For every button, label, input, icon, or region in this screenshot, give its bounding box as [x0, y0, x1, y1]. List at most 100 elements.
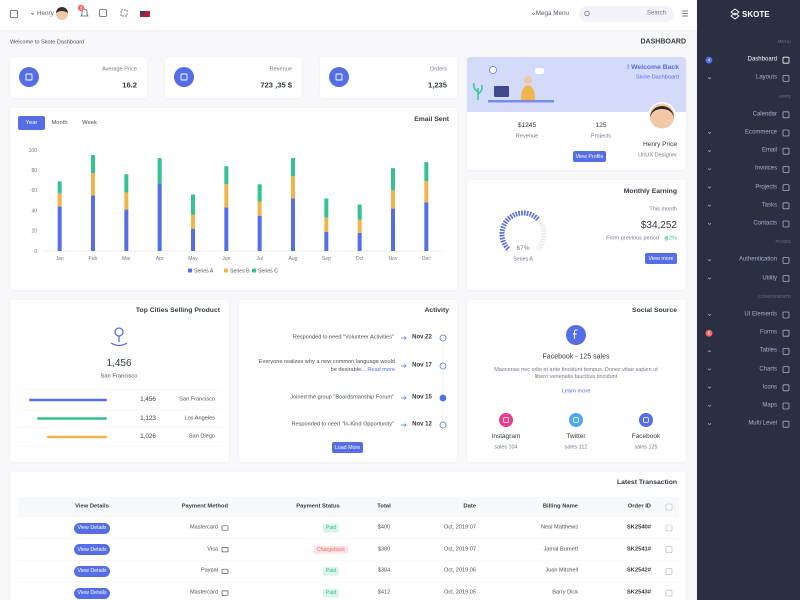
x-tick-label: Apr [156, 256, 164, 262]
sidebar-item[interactable]: Invoices [754, 165, 777, 172]
stat-icon [174, 67, 194, 87]
x-tick-label: Jul [256, 256, 262, 262]
activity-text: Responded to need "Volunteer Activities" [292, 334, 394, 341]
bar-segment [391, 190, 395, 209]
sidebar-item[interactable]: Icons [762, 384, 777, 391]
order-id: SK2542# [626, 567, 651, 574]
illustration-bubble [535, 68, 544, 74]
table-header: Payment Method [181, 503, 228, 510]
activity-text: Joined the group "Boardsmanship Forum" [290, 394, 394, 401]
table-header: View Details [75, 503, 109, 510]
read-more-link[interactable]: Read more [367, 367, 395, 374]
table-header: Date [463, 503, 476, 510]
sidebar-item[interactable]: Maps [762, 402, 777, 409]
sidebar-icon [782, 202, 790, 210]
pin-icon [114, 327, 124, 337]
x-tick-label: May [188, 256, 198, 262]
card-title: Social Source [632, 306, 677, 314]
sidebar-item[interactable]: Authentication [738, 256, 777, 263]
billing-name: Neal Matthews [541, 524, 578, 531]
welcome-subtitle: Skote Dashboard [635, 74, 679, 81]
sidebar-item[interactable]: UI Elements [744, 311, 777, 318]
billing-name: Barry Dick [552, 589, 578, 596]
sidebar-item[interactable]: Charts [759, 365, 777, 372]
bar-segment [191, 194, 195, 215]
view-details-button[interactable]: View Details [74, 544, 110, 556]
card-title: Top Cities Selling Product [135, 306, 220, 314]
bar-segment [224, 184, 229, 208]
sidebar-item[interactable]: Tables [759, 347, 777, 354]
bar-segment [91, 173, 95, 196]
sidebar-item[interactable]: Projects [755, 183, 777, 190]
sidebar-icon [782, 420, 790, 428]
order-id: SK2541# [626, 546, 651, 553]
fullscreen-icon [99, 9, 107, 17]
search-box[interactable] [579, 6, 674, 22]
sidebar-icon [782, 165, 790, 173]
earning-amount: $34,252 [640, 219, 677, 231]
sidebar-item[interactable]: Layouts [755, 74, 777, 81]
notification-badge [77, 4, 85, 12]
view-profile-button[interactable]: View Profile [573, 151, 606, 162]
view-details-button[interactable]: View Details [74, 565, 110, 577]
view-details-button[interactable]: View Details [74, 522, 110, 534]
sidebar-item[interactable]: Utility [762, 274, 777, 281]
sidebar-icon [782, 311, 790, 319]
sidebar-item[interactable]: Forms [760, 329, 777, 336]
welcome-header [467, 57, 686, 112]
earning-compare: From previous period [606, 235, 659, 242]
sidebar-item[interactable]: Calendar [752, 111, 777, 118]
welcome-figure-value: 125 [595, 121, 607, 129]
learn-more-link[interactable]: Learn more [561, 388, 591, 395]
payment-method: Paypal [200, 567, 218, 574]
stat-value: 723 ,35 $ [260, 80, 292, 90]
sidebar-icon [782, 384, 790, 392]
city-row-value: 1,123 [140, 414, 156, 422]
x-tick-label: Feb [89, 256, 98, 262]
load-more-button[interactable]: Load More [332, 442, 363, 453]
welcome-figure-label: Projects [590, 133, 612, 140]
legend-label: Series B [230, 268, 250, 274]
sidebar-item[interactable]: Email [761, 147, 777, 154]
view-more-button[interactable]: View more [645, 253, 677, 264]
activity-text: Responded to need "In-Kind Opportunity" [291, 421, 394, 428]
stat-label: Orders [429, 66, 447, 73]
mega-menu: Mega Menu [535, 10, 569, 18]
logo-text: SKOTE [742, 10, 770, 19]
sidebar-item[interactable]: Dashboard [747, 56, 777, 63]
sidebar-item[interactable]: Tasks [761, 202, 777, 209]
social-name: Instagram [491, 432, 521, 440]
stat-value: 1,235 [427, 80, 447, 90]
sidebar-item[interactable]: Contacts [753, 220, 777, 227]
y-tick-label: 0 [34, 249, 37, 255]
total: $412 [377, 589, 391, 596]
stat-icon [19, 67, 39, 87]
chart-tab[interactable]: Month [51, 120, 68, 126]
sidebar-item[interactable]: Multi Level [748, 420, 777, 427]
bar-segment [91, 195, 95, 251]
bar-segment [291, 176, 295, 199]
social-icon [569, 413, 583, 427]
illustration-plant [473, 82, 483, 100]
chart-tab[interactable]: Week [82, 120, 97, 126]
social-icon-glyph [643, 417, 649, 423]
social-sales: sales 112 [564, 444, 588, 451]
bar-segment [257, 201, 262, 216]
sidebar-item[interactable]: Ecommerce [744, 129, 777, 136]
activity-arrow [401, 423, 407, 427]
city-row-value: 1,026 [140, 433, 156, 441]
city-row-value: 1,456 [140, 396, 156, 404]
social-name: Twitter [566, 432, 586, 440]
bar-segment [424, 202, 429, 251]
activity-card [239, 300, 457, 462]
bar-segment [391, 208, 395, 251]
email-card [10, 108, 457, 290]
submenu-chevron [707, 204, 712, 207]
table-header-row [18, 497, 679, 517]
chart-tab[interactable]: Year [18, 116, 45, 130]
x-tick-label: Dec [422, 256, 431, 262]
sidebar-icon [782, 402, 790, 410]
view-details-button[interactable]: View Details [74, 587, 110, 599]
sidebar-badge [705, 329, 713, 337]
submenu-chevron [707, 404, 712, 407]
